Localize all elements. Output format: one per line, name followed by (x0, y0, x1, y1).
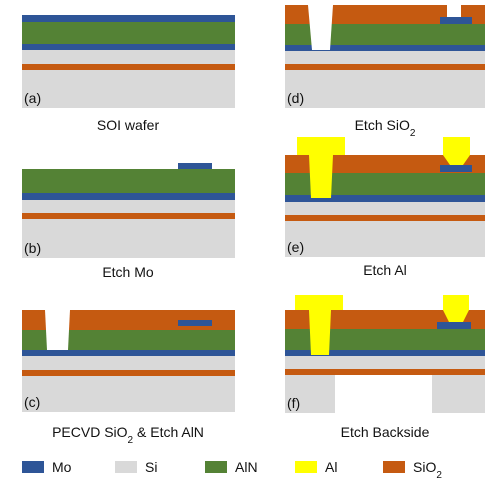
panel-caption: Etch SiO2 (355, 117, 416, 139)
panel-a: (a) SOI wafer (22, 15, 235, 133)
legend: Mo Si AlN Al SiO2 (22, 459, 442, 481)
legend-label: Si (145, 459, 157, 475)
panel-caption: Etch Al (363, 262, 407, 278)
panel-d: (d) Etch SiO2 (285, 5, 485, 139)
panel-tag: (a) (24, 90, 41, 106)
panel-f: (f) Etch Backside (285, 295, 485, 440)
panel-caption: PECVD SiO2 & Etch AlN (52, 424, 204, 446)
panel-tag: (b) (24, 240, 41, 256)
panel-b: (b) Etch Mo (22, 163, 235, 280)
panel-tag: (e) (287, 239, 304, 255)
legend-label: Al (325, 459, 337, 475)
panel-tag: (d) (287, 90, 304, 106)
panel-tag: (f) (287, 395, 300, 411)
legend-label: Mo (52, 459, 72, 475)
process-diagram: (a) SOI wafer (b) Etch Mo (c) PECVD SiO2… (0, 0, 485, 486)
panel-caption: Etch Backside (341, 424, 430, 440)
panel-e: (e) Etch Al (285, 137, 485, 278)
panel-caption: Etch Mo (102, 264, 154, 280)
panel-tag: (c) (24, 394, 40, 410)
legend-label: AlN (235, 459, 258, 475)
panel-caption: SOI wafer (97, 117, 160, 133)
legend-label: SiO2 (413, 459, 442, 481)
panel-c: (c) PECVD SiO2 & Etch AlN (22, 310, 235, 446)
